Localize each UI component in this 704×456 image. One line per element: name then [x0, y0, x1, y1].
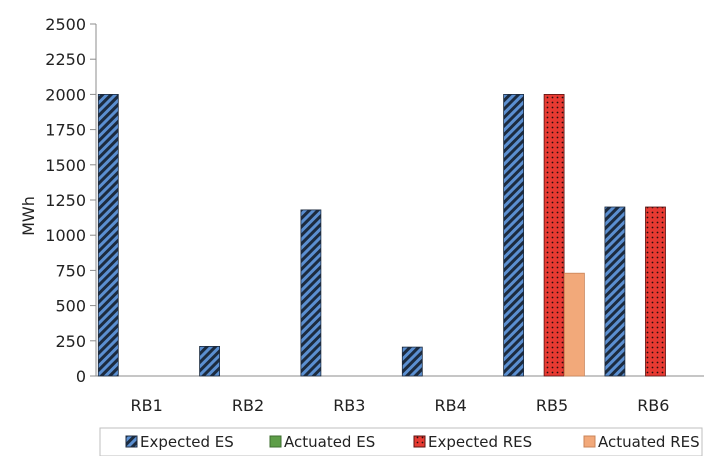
- y-tick-label: 1750: [45, 121, 86, 140]
- legend-label: Expected ES: [140, 433, 234, 451]
- y-tick-label: 1000: [45, 226, 86, 245]
- bar-expected-res-rb6: [645, 206, 666, 377]
- legend-label: Actuated RES: [598, 433, 700, 451]
- legend: Expected ES Actuated ES Expected RES Actuat…: [99, 427, 703, 456]
- bar-actuated-res-rb5: [564, 272, 585, 377]
- y-tick-label: 500: [55, 297, 86, 316]
- y-tick-label: 2500: [45, 15, 86, 34]
- y-axis-title: MWh: [19, 196, 38, 236]
- x-category-label: RB1: [131, 396, 163, 415]
- bar-expected-es-rb4: [401, 346, 423, 377]
- bars: [97, 94, 666, 377]
- legend-label: Expected RES: [428, 433, 532, 451]
- y-axis: 0 250 500 750 1000 1250 1500 1750 2000 2250 2500: [45, 15, 97, 386]
- x-category-label: RB2: [232, 396, 264, 415]
- bar-expected-res-rb5: [543, 94, 565, 377]
- legend-swatch: [269, 435, 282, 448]
- y-tick-label: 2250: [45, 50, 86, 69]
- x-axis: RB1 RB2 RB3 RB4 RB5 RB6: [96, 375, 704, 415]
- bar-expected-es-rb1: [97, 94, 119, 377]
- x-category-label: RB6: [637, 396, 669, 415]
- bar-expected-es-rb2: [199, 345, 221, 377]
- legend-label: Actuated ES: [284, 433, 375, 451]
- x-category-label: RB4: [435, 396, 467, 415]
- bar-expected-es-rb6: [604, 206, 626, 377]
- y-tick-label: 2000: [45, 85, 86, 104]
- bar-expected-es-rb3: [300, 209, 322, 377]
- y-tick-label: 0: [76, 367, 86, 386]
- x-category-label: RB3: [333, 396, 365, 415]
- legend-swatch: [413, 435, 426, 448]
- legend-swatch: [125, 435, 138, 448]
- bar-expected-es-rb5: [503, 94, 525, 377]
- y-tick-label: 750: [55, 261, 86, 280]
- legend-frame: [99, 427, 703, 456]
- x-category-label: RB5: [536, 396, 568, 415]
- legend-swatch: [583, 435, 596, 448]
- y-tick-label: 1250: [45, 191, 86, 210]
- y-tick-label: 1500: [45, 156, 86, 175]
- y-tick-label: 250: [55, 332, 86, 351]
